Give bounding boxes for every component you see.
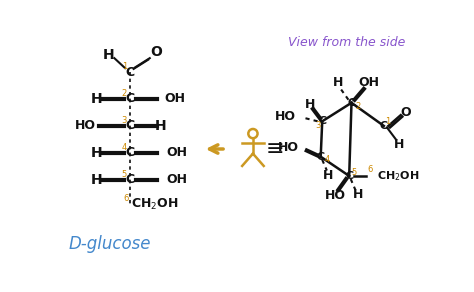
Text: H: H [394, 138, 404, 151]
Text: HO: HO [275, 110, 296, 123]
Text: C: C [125, 119, 134, 132]
Text: 5: 5 [351, 168, 356, 177]
Text: OH: OH [164, 93, 185, 105]
Text: C: C [380, 121, 388, 131]
Text: 1: 1 [122, 62, 127, 71]
Text: CH$_2$OH: CH$_2$OH [131, 197, 179, 212]
Text: 6: 6 [367, 165, 373, 174]
Text: View from the side: View from the side [288, 36, 405, 49]
Text: HO: HO [325, 190, 346, 202]
Text: 1: 1 [385, 117, 390, 126]
Text: C: C [317, 152, 325, 162]
Text: H: H [91, 92, 102, 106]
Text: D-glucose: D-glucose [68, 235, 151, 253]
Text: O: O [400, 105, 410, 119]
Text: H: H [305, 98, 315, 111]
Text: 4: 4 [122, 143, 127, 152]
Text: C: C [318, 116, 326, 126]
Text: H: H [155, 119, 166, 133]
Text: H: H [102, 48, 114, 62]
Text: H: H [91, 173, 102, 187]
Text: HO: HO [278, 141, 299, 154]
Text: 6: 6 [123, 194, 128, 203]
Text: HO: HO [75, 119, 96, 132]
Text: OH: OH [167, 146, 188, 159]
Text: ≡: ≡ [265, 139, 284, 159]
Text: 3: 3 [122, 116, 127, 125]
Text: C: C [125, 173, 134, 186]
Text: 2: 2 [355, 102, 360, 111]
Text: C: C [125, 146, 134, 159]
Text: H: H [91, 146, 102, 160]
Text: C: C [125, 65, 134, 79]
Text: 4: 4 [324, 155, 329, 164]
Text: 5: 5 [122, 170, 127, 179]
Text: C: C [125, 93, 134, 105]
Text: H: H [323, 169, 334, 182]
Text: 2: 2 [122, 89, 127, 98]
Text: O: O [150, 45, 162, 59]
Text: OH: OH [167, 173, 188, 186]
Text: OH: OH [358, 76, 379, 89]
Text: CH$_2$OH: CH$_2$OH [377, 169, 419, 183]
Text: H: H [353, 188, 364, 201]
Text: H: H [332, 76, 343, 89]
Text: C: C [345, 171, 353, 181]
Text: 3: 3 [316, 121, 321, 131]
Text: C: C [347, 98, 356, 108]
